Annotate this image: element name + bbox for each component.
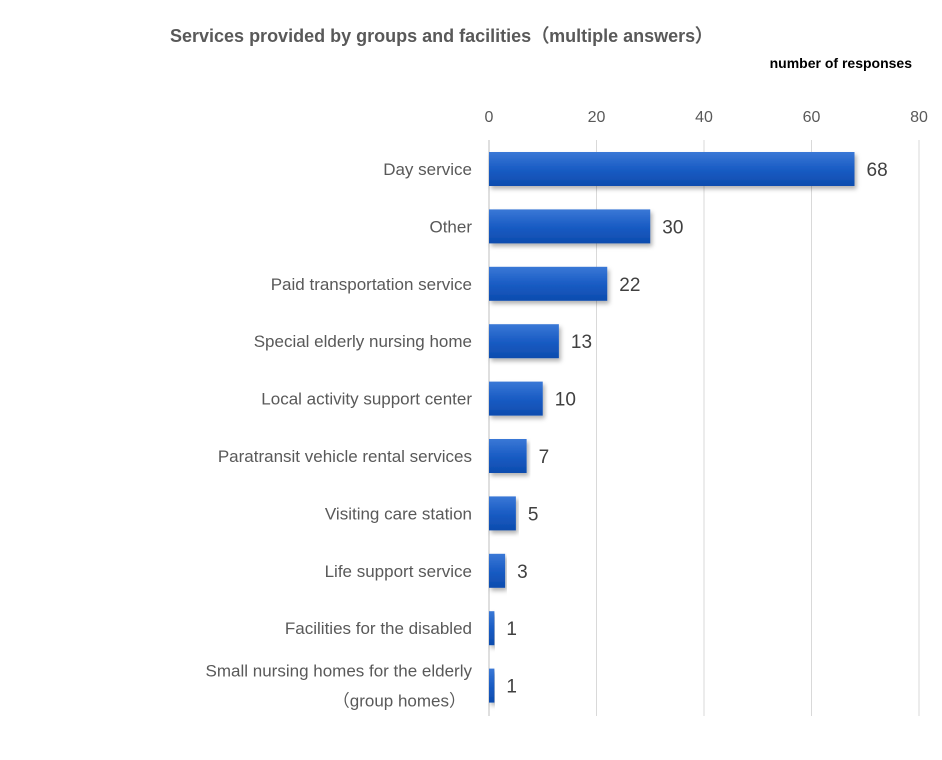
x-tick-label: 40 bbox=[695, 109, 713, 126]
bars bbox=[489, 152, 855, 703]
value-label: 1 bbox=[506, 677, 517, 698]
axis-unit-label: number of responses bbox=[770, 55, 913, 71]
category-label: Life support service bbox=[325, 562, 472, 581]
value-labels: 68 30 22 13 10 7 5 3 1 1 bbox=[506, 160, 887, 698]
bar bbox=[489, 553, 506, 588]
category-label: Small nursing homes for the elderly bbox=[206, 662, 473, 681]
category-label: Other bbox=[429, 217, 472, 236]
category-labels: Day service Other Paid transportation serv… bbox=[206, 160, 473, 711]
bar bbox=[489, 381, 543, 416]
value-label: 7 bbox=[539, 447, 550, 468]
bar bbox=[489, 496, 516, 531]
category-label: （group homes） bbox=[333, 692, 466, 711]
category-label: Paratransit vehicle rental services bbox=[218, 447, 472, 466]
value-label: 1 bbox=[506, 619, 517, 640]
x-tick-label: 0 bbox=[485, 109, 494, 126]
x-tick-label: 60 bbox=[803, 109, 821, 126]
value-label: 30 bbox=[662, 217, 683, 238]
value-label: 3 bbox=[517, 562, 528, 583]
bar bbox=[489, 668, 495, 703]
category-label: Local activity support center bbox=[261, 390, 472, 409]
category-label: Paid transportation service bbox=[271, 275, 472, 294]
x-tick-label: 20 bbox=[588, 109, 606, 126]
bar bbox=[489, 611, 495, 646]
category-label: Special elderly nursing home bbox=[254, 332, 472, 351]
bar bbox=[489, 439, 527, 473]
bar bbox=[489, 209, 651, 244]
bar bbox=[489, 152, 855, 186]
value-label: 22 bbox=[619, 275, 640, 296]
chart-title: Services provided by groups and faciliti… bbox=[170, 26, 713, 46]
bar bbox=[489, 266, 608, 301]
category-label: Day service bbox=[383, 160, 472, 179]
category-label: Visiting care station bbox=[325, 504, 472, 523]
bar bbox=[489, 324, 559, 359]
category-label: Facilities for the disabled bbox=[285, 619, 472, 638]
value-label: 13 bbox=[571, 332, 592, 353]
value-label: 68 bbox=[867, 160, 888, 181]
x-tick-label: 80 bbox=[910, 109, 928, 126]
x-axis-ticks: 0 20 40 60 80 bbox=[485, 109, 928, 126]
value-label: 5 bbox=[528, 504, 539, 525]
value-label: 10 bbox=[555, 390, 576, 411]
